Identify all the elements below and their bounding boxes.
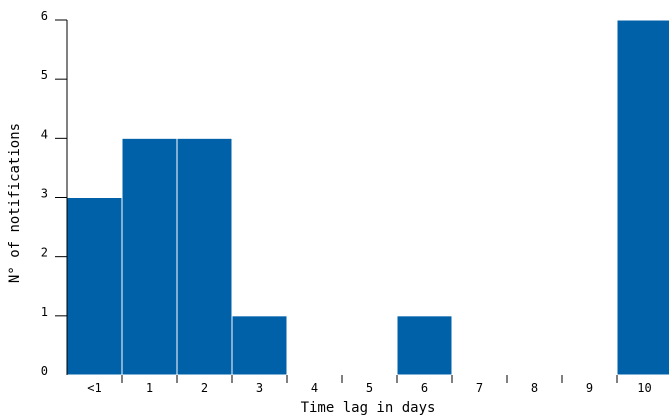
x-tick-label-2: 2 — [201, 381, 208, 395]
bar-10 — [616, 19, 669, 376]
x-tick-label-9: 9 — [586, 381, 593, 395]
y-tick-label-1: 1 — [41, 305, 48, 319]
y-tick-label-2: 2 — [41, 246, 48, 260]
y-axis-title: N° of notifications — [7, 123, 23, 283]
y-tick-label-5: 5 — [41, 68, 48, 82]
bar-6 — [396, 315, 453, 376]
x-tick-label-<1: <1 — [87, 381, 101, 395]
x-tick-label-3: 3 — [256, 381, 263, 395]
bar-1 — [121, 137, 178, 376]
labels-group: 0 1 2 3 4 5 6 <1 1 2 3 4 5 6 7 8 9 10 — [41, 9, 652, 395]
x-tick-label-6: 6 — [421, 381, 428, 395]
x-tick-label-5: 5 — [366, 381, 373, 395]
y-tick-label-4: 4 — [41, 127, 48, 141]
x-tick-label-4: 4 — [311, 381, 318, 395]
bars-group — [66, 19, 669, 376]
x-tick-label-1: 1 — [146, 381, 153, 395]
bar-2 — [176, 137, 233, 376]
y-tick-label-6: 6 — [41, 9, 48, 23]
y-tick-label-3: 3 — [41, 187, 48, 201]
y-tick-label-0: 0 — [41, 364, 48, 378]
x-tick-label-10: 10 — [637, 381, 651, 395]
x-tick-label-7: 7 — [476, 381, 483, 395]
axes-group — [55, 19, 618, 383]
bar-<1 — [66, 197, 123, 376]
bar-3 — [231, 315, 288, 376]
x-tick-label-8: 8 — [531, 381, 538, 395]
x-axis-title: Time lag in days — [301, 400, 436, 416]
